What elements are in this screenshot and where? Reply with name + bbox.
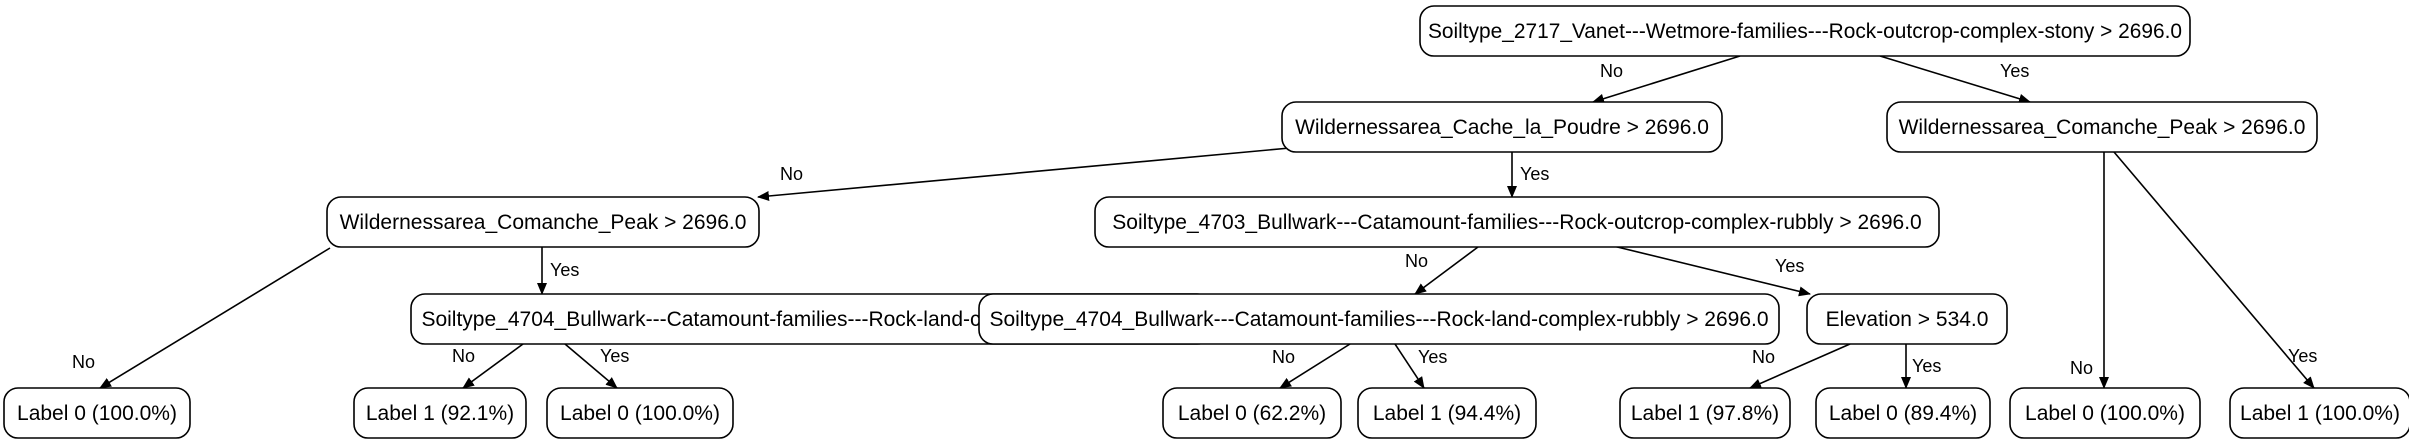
edge-n5-to-l2: No — [452, 343, 524, 389]
edge-label: Yes — [1912, 356, 1941, 376]
node-box — [1281, 101, 1723, 153]
leaf-node-l5: Label 1 (94.4%) — [1357, 387, 1537, 439]
node-box — [1094, 196, 1940, 248]
node-label: Label 0 (100.0%) — [2025, 402, 2185, 425]
node-label: Label 0 (100.0%) — [17, 402, 177, 425]
edge-label: No — [452, 346, 475, 366]
decision-node-n2: Wildernessarea_Comanche_Peak > 2696.0 — [1886, 101, 2318, 153]
edge-n4-to-n6: No — [1405, 246, 1479, 295]
edge-label: No — [1405, 251, 1428, 271]
edge-label: No — [2070, 358, 2093, 378]
node-box — [1619, 387, 1791, 439]
node-box — [1886, 101, 2318, 153]
node-box — [1419, 5, 2191, 57]
edge-label: Yes — [1520, 164, 1549, 184]
edge-n4-to-n7: Yes — [1604, 243, 1811, 297]
edge-n3-to-l1: No — [72, 247, 331, 389]
node-label: Elevation > 534.0 — [1826, 308, 1989, 331]
leaf-node-l3: Label 0 (100.0%) — [546, 387, 734, 439]
leaf-node-l4: Label 0 (62.2%) — [1162, 387, 1342, 439]
node-box — [546, 387, 734, 439]
leaf-node-l8: Label 0 (100.0%) — [2009, 387, 2201, 439]
node-label: Label 0 (89.4%) — [1829, 402, 1977, 425]
node-box — [978, 293, 1780, 345]
edge-label: Yes — [2000, 61, 2029, 81]
node-label: Wildernessarea_Comanche_Peak > 2696.0 — [340, 211, 747, 234]
decision-node-n7: Elevation > 534.0 — [1806, 293, 2008, 345]
node-label: Label 1 (97.8%) — [1631, 402, 1779, 425]
node-box — [1162, 387, 1342, 439]
node-box — [1357, 387, 1537, 439]
leaf-node-l2: Label 1 (92.1%) — [353, 387, 527, 439]
edge-arrow — [1414, 246, 1479, 295]
leaf-node-l1: Label 0 (100.0%) — [3, 387, 191, 439]
edge-arrow — [2113, 151, 2315, 389]
edge-arrow — [99, 247, 331, 389]
node-box — [2009, 387, 2201, 439]
edge-n0-to-n1: No — [1592, 55, 1741, 104]
edge-arrow — [564, 343, 618, 389]
edge-arrow — [757, 147, 1291, 201]
edge-arrow — [462, 343, 524, 389]
edge-label: Yes — [1418, 347, 1447, 367]
node-label: Label 0 (100.0%) — [560, 402, 720, 425]
edge-label: Yes — [550, 260, 579, 280]
edge-n2-to-l9: Yes — [2113, 151, 2317, 389]
edge-label: No — [72, 352, 95, 372]
edge-n1-to-n3: No — [757, 147, 1291, 201]
edge-label: No — [1600, 61, 1623, 81]
edge-label: No — [1752, 347, 1775, 367]
edge-n6-to-l4: No — [1272, 343, 1351, 389]
edges-layer: No Yes No Yes No Yes No Yes No Yes No Yes No Yes No Yes — [72, 55, 2317, 389]
node-label: Label 1 (92.1%) — [366, 402, 514, 425]
edge-label: Yes — [600, 346, 629, 366]
edge-label: No — [780, 164, 803, 184]
decision-node-n6: Soiltype_4704_Bullwark---Catamount-famil… — [978, 293, 1780, 345]
edge-n7-to-l6: No — [1749, 343, 1851, 389]
node-label: Wildernessarea_Comanche_Peak > 2696.0 — [1899, 116, 2306, 139]
leaf-node-l9: Label 1 (100.0%) — [2229, 387, 2409, 439]
edge-n0-to-n2: Yes — [1879, 55, 2031, 104]
edge-label: No — [1272, 347, 1295, 367]
edge-arrow — [1879, 55, 2031, 104]
node-box — [3, 387, 191, 439]
decision-node-n3: Wildernessarea_Comanche_Peak > 2696.0 — [326, 196, 760, 248]
decision-node-n4: Soiltype_4703_Bullwark---Catamount-famil… — [1094, 196, 1940, 248]
leaf-node-l6: Label 1 (97.8%) — [1619, 387, 1791, 439]
edge-arrow — [1279, 343, 1351, 389]
node-box — [2229, 387, 2409, 439]
node-label: Wildernessarea_Cache_la_Poudre > 2696.0 — [1295, 116, 1709, 139]
node-label: Soiltype_4704_Bullwark---Catamount-famil… — [989, 308, 1768, 331]
edge-n3-to-n5: Yes — [537, 247, 579, 295]
edge-n7-to-l7: Yes — [1901, 344, 1941, 389]
nodes-layer: Soiltype_2717_Vanet---Wetmore-families--… — [3, 5, 2409, 439]
edge-n5-to-l3: Yes — [564, 343, 629, 389]
node-label: Label 0 (62.2%) — [1178, 402, 1326, 425]
node-box — [353, 387, 527, 439]
edge-label: Yes — [2288, 346, 2317, 366]
node-box — [1815, 387, 1991, 439]
node-label: Soiltype_4703_Bullwark---Catamount-famil… — [1112, 211, 1921, 234]
decision-node-n1: Wildernessarea_Cache_la_Poudre > 2696.0 — [1281, 101, 1723, 153]
node-label: Label 1 (94.4%) — [1373, 402, 1521, 425]
edge-n6-to-l5: Yes — [1394, 343, 1447, 389]
edge-n2-to-l8: No — [2070, 152, 2109, 389]
edge-n1-to-n4: Yes — [1507, 152, 1549, 198]
edge-label: Yes — [1775, 256, 1804, 276]
edge-arrow — [1749, 343, 1851, 389]
node-label: Label 1 (100.0%) — [2240, 402, 2400, 425]
edge-arrow — [1592, 55, 1741, 104]
node-box — [1806, 293, 2008, 345]
node-box — [326, 196, 760, 248]
node-label: Soiltype_2717_Vanet---Wetmore-families--… — [1428, 20, 2182, 43]
edge-arrow — [1604, 243, 1811, 297]
edge-arrow — [1394, 343, 1425, 389]
leaf-node-l7: Label 0 (89.4%) — [1815, 387, 1991, 439]
decision-node-n0: Soiltype_2717_Vanet---Wetmore-families--… — [1419, 5, 2191, 57]
